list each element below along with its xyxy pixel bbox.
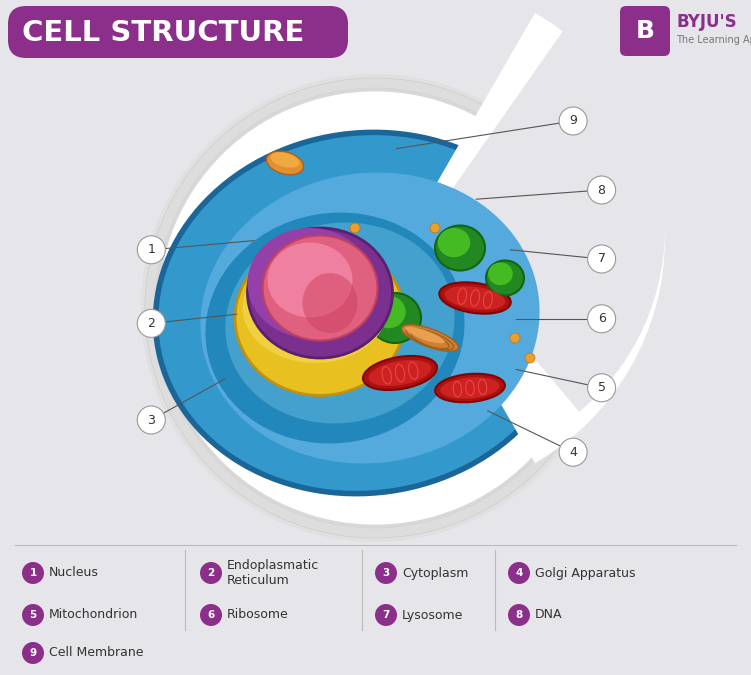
Ellipse shape	[369, 360, 432, 386]
Ellipse shape	[248, 228, 372, 338]
Ellipse shape	[267, 242, 352, 317]
Text: 7: 7	[598, 252, 605, 265]
Text: 5: 5	[598, 381, 605, 394]
Wedge shape	[425, 32, 665, 412]
Ellipse shape	[411, 331, 449, 349]
FancyBboxPatch shape	[8, 6, 348, 58]
Text: Ribosome: Ribosome	[227, 608, 288, 622]
Circle shape	[587, 374, 616, 402]
Ellipse shape	[406, 327, 445, 344]
Ellipse shape	[438, 228, 470, 257]
Text: DNA: DNA	[535, 608, 562, 622]
Ellipse shape	[406, 328, 454, 350]
Text: CELL STRUCTURE: CELL STRUCTURE	[22, 19, 304, 47]
Text: Cytoplasm: Cytoplasm	[402, 566, 469, 580]
Text: 2: 2	[207, 568, 215, 578]
Text: 1: 1	[147, 243, 155, 256]
Ellipse shape	[486, 261, 524, 296]
Text: BYJU'S: BYJU'S	[676, 13, 737, 31]
Ellipse shape	[445, 286, 505, 310]
Circle shape	[145, 78, 605, 538]
Circle shape	[375, 562, 397, 584]
Text: 1: 1	[29, 568, 37, 578]
Ellipse shape	[435, 374, 505, 402]
Ellipse shape	[206, 213, 465, 443]
Ellipse shape	[243, 253, 388, 363]
Circle shape	[22, 642, 44, 664]
Text: 4: 4	[569, 446, 577, 459]
Circle shape	[22, 604, 44, 626]
Circle shape	[200, 562, 222, 584]
Text: 2: 2	[147, 317, 155, 330]
Text: Cell Membrane: Cell Membrane	[49, 647, 143, 659]
Circle shape	[587, 245, 616, 273]
Ellipse shape	[263, 236, 378, 340]
Text: 8: 8	[515, 610, 523, 620]
Circle shape	[137, 309, 165, 338]
Circle shape	[587, 176, 616, 204]
Circle shape	[587, 305, 616, 333]
Circle shape	[559, 107, 587, 135]
Circle shape	[200, 604, 222, 626]
Text: Golgi Apparatus: Golgi Apparatus	[535, 566, 635, 580]
Ellipse shape	[439, 282, 511, 314]
Text: 9: 9	[569, 115, 577, 128]
Circle shape	[350, 223, 360, 233]
Ellipse shape	[409, 329, 442, 343]
Text: Endoplasmatic
Reticulum: Endoplasmatic Reticulum	[227, 558, 319, 587]
Circle shape	[157, 90, 593, 526]
Circle shape	[525, 353, 535, 363]
Circle shape	[165, 98, 585, 518]
Text: The Learning App: The Learning App	[676, 35, 751, 45]
Circle shape	[137, 406, 165, 434]
Circle shape	[22, 562, 44, 584]
Circle shape	[559, 438, 587, 466]
Circle shape	[155, 88, 595, 528]
Ellipse shape	[488, 263, 513, 285]
Circle shape	[375, 604, 397, 626]
Text: Mitochondrion: Mitochondrion	[49, 608, 138, 622]
Ellipse shape	[372, 296, 406, 328]
Text: 6: 6	[598, 313, 605, 325]
Wedge shape	[405, 13, 665, 463]
Ellipse shape	[225, 223, 454, 423]
Text: B: B	[635, 19, 655, 43]
Text: 3: 3	[147, 414, 155, 427]
Ellipse shape	[369, 293, 421, 343]
Circle shape	[508, 562, 530, 584]
Ellipse shape	[303, 273, 357, 333]
Text: 7: 7	[382, 610, 390, 620]
Ellipse shape	[363, 356, 437, 390]
Text: 9: 9	[29, 648, 37, 658]
Ellipse shape	[440, 377, 499, 399]
Ellipse shape	[267, 151, 303, 175]
Ellipse shape	[155, 132, 575, 493]
Circle shape	[137, 236, 165, 264]
Text: Lysosome: Lysosome	[402, 608, 463, 622]
Ellipse shape	[235, 240, 405, 396]
Circle shape	[510, 333, 520, 343]
Ellipse shape	[270, 152, 300, 168]
Ellipse shape	[412, 331, 438, 342]
Text: 5: 5	[29, 610, 37, 620]
Ellipse shape	[402, 325, 458, 351]
Circle shape	[508, 604, 530, 626]
Circle shape	[430, 223, 440, 233]
FancyBboxPatch shape	[620, 6, 670, 56]
Text: Nucleus: Nucleus	[49, 566, 99, 580]
Text: 3: 3	[382, 568, 390, 578]
Ellipse shape	[248, 228, 393, 358]
Text: 6: 6	[207, 610, 215, 620]
Text: 4: 4	[515, 568, 523, 578]
Text: 8: 8	[598, 184, 605, 196]
Ellipse shape	[201, 173, 539, 464]
Ellipse shape	[435, 225, 485, 271]
